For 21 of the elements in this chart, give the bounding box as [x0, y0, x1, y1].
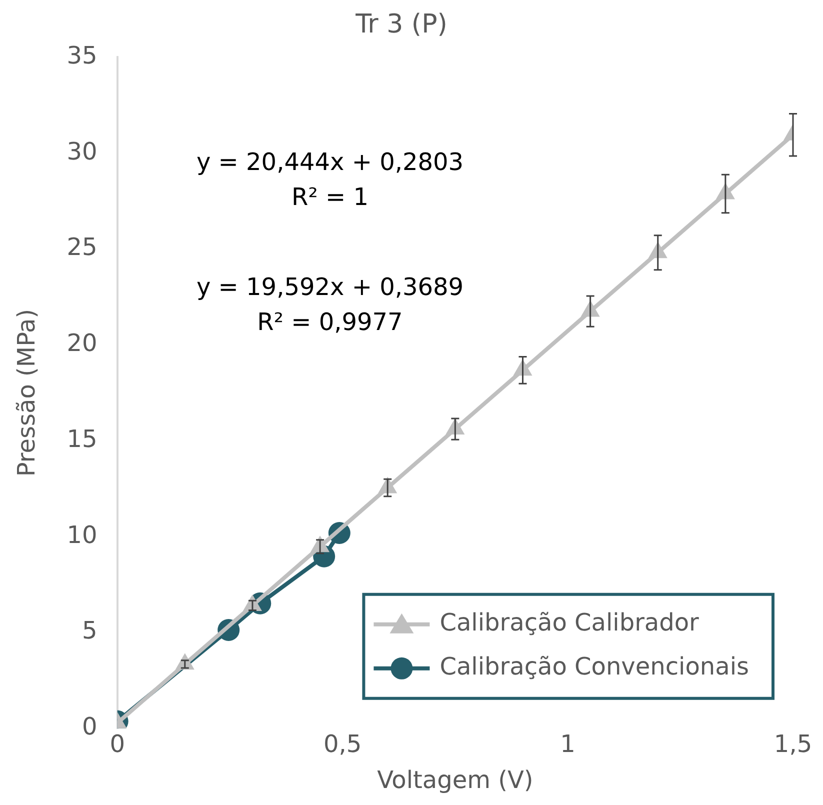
annotation: R² = 0,9977 — [256, 307, 404, 338]
y-tick-label: 15 — [66, 424, 98, 453]
x-tick-label: 0 — [110, 730, 125, 758]
y-tick-label: 20 — [66, 329, 98, 358]
y-tick-label: 10 — [66, 520, 98, 549]
legend-label: Calibração Calibrador — [440, 608, 700, 637]
x-tick-label: 1 — [560, 730, 576, 758]
y-tick-label: 5 — [82, 616, 98, 645]
annotation: R² = 1 — [290, 182, 370, 213]
chart-title: Tr 3 (P) — [354, 9, 448, 40]
y-axis-title: Pressão (MPa) — [12, 308, 41, 477]
x-axis-title: Voltagem (V) — [377, 766, 534, 794]
x-tick-label: 1,5 — [774, 730, 812, 758]
legend-label: Calibração Convencionais — [440, 652, 750, 681]
y-tick-label: 0 — [82, 712, 98, 741]
x-tick-label: 0,5 — [323, 730, 362, 758]
annotation: y = 19,592x + 0,3689 — [195, 272, 465, 303]
y-tick-label: 35 — [66, 41, 98, 70]
annotation: y = 20,444x + 0,2803 — [195, 147, 465, 178]
y-tick-label: 25 — [66, 233, 98, 262]
y-tick-label: 30 — [66, 137, 98, 166]
